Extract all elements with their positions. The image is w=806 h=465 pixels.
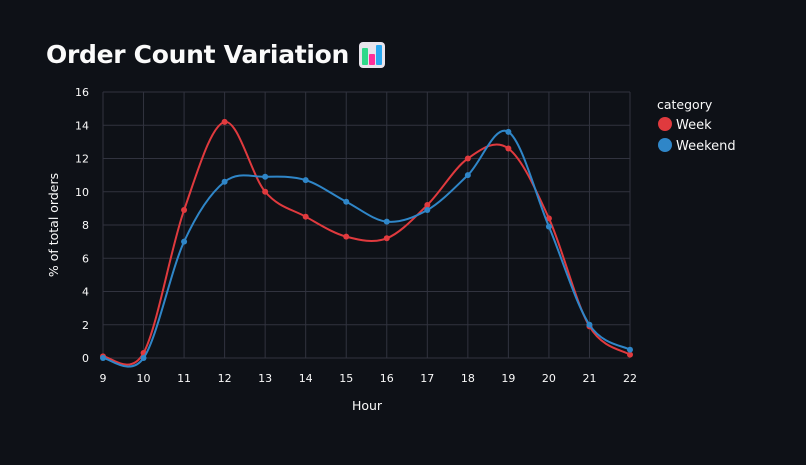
y-tick-label: 12 bbox=[75, 153, 89, 166]
data-point-week[interactable] bbox=[424, 202, 431, 209]
x-tick-label: 15 bbox=[339, 372, 353, 385]
y-axis-label: % of total orders bbox=[46, 173, 61, 277]
data-point-weekend[interactable] bbox=[627, 346, 633, 353]
legend-label-weekend[interactable]: Weekend bbox=[676, 139, 736, 154]
legend: category Week Weekend bbox=[657, 97, 736, 154]
data-point-weekend[interactable] bbox=[221, 178, 228, 185]
data-point-weekend[interactable] bbox=[464, 172, 471, 179]
data-point-weekend[interactable] bbox=[343, 198, 350, 205]
series-line-week bbox=[102, 120, 631, 366]
data-point-weekend[interactable] bbox=[505, 128, 512, 135]
data-point-weekend[interactable] bbox=[140, 355, 147, 361]
data-point-weekend[interactable] bbox=[383, 218, 390, 225]
data-point-weekend[interactable] bbox=[586, 321, 593, 328]
title-text: Order Count Variation bbox=[46, 40, 350, 69]
x-tick-label: 14 bbox=[299, 372, 313, 385]
x-axis-label: Hour bbox=[352, 398, 383, 413]
y-tick-label: 16 bbox=[75, 86, 89, 99]
bar-chart-emoji-icon bbox=[359, 41, 386, 68]
data-point-weekend[interactable] bbox=[262, 173, 269, 180]
x-tick-label: 17 bbox=[420, 372, 434, 385]
y-tick-label: 8 bbox=[82, 219, 89, 232]
data-point-week[interactable] bbox=[505, 145, 512, 152]
legend-label-week[interactable]: Week bbox=[676, 118, 712, 133]
data-point-week[interactable] bbox=[262, 188, 269, 195]
x-tick-label: 12 bbox=[218, 372, 232, 385]
data-point-week[interactable] bbox=[181, 207, 188, 214]
x-tick-label: 9 bbox=[100, 372, 107, 385]
data-point-week[interactable] bbox=[627, 351, 633, 358]
x-tick-label: 13 bbox=[258, 372, 272, 385]
data-point-week[interactable] bbox=[545, 215, 552, 222]
data-point-weekend[interactable] bbox=[100, 355, 106, 361]
legend-marker-weekend bbox=[658, 138, 672, 152]
legend-title: category bbox=[657, 97, 713, 112]
x-tick-label: 20 bbox=[542, 372, 556, 385]
data-point-weekend[interactable] bbox=[181, 238, 188, 245]
x-tick-label: 22 bbox=[623, 372, 637, 385]
legend-marker-week bbox=[658, 117, 672, 131]
x-tick-label: 21 bbox=[582, 372, 596, 385]
data-point-week[interactable] bbox=[383, 235, 390, 242]
data-point-week[interactable] bbox=[221, 118, 228, 125]
y-tick-label: 6 bbox=[82, 252, 89, 265]
data-point-week[interactable] bbox=[464, 155, 471, 162]
data-point-week[interactable] bbox=[343, 233, 350, 240]
y-tick-label: 10 bbox=[75, 186, 89, 199]
series-line-weekend bbox=[102, 129, 631, 368]
x-tick-label: 10 bbox=[137, 372, 151, 385]
y-tick-label: 0 bbox=[82, 352, 89, 365]
data-point-week[interactable] bbox=[302, 213, 309, 220]
y-tick-label: 14 bbox=[75, 119, 89, 132]
x-tick-label: 16 bbox=[380, 372, 394, 385]
data-point-weekend[interactable] bbox=[545, 223, 552, 230]
data-point-weekend[interactable] bbox=[302, 177, 309, 184]
y-tick-label: 4 bbox=[82, 286, 89, 299]
data-point-weekend[interactable] bbox=[424, 207, 431, 214]
y-tick-label: 2 bbox=[82, 319, 89, 332]
x-tick-label: 19 bbox=[501, 372, 515, 385]
page-title: Order Count Variation bbox=[46, 40, 386, 69]
x-tick-label: 11 bbox=[177, 372, 191, 385]
x-tick-label: 18 bbox=[461, 372, 475, 385]
